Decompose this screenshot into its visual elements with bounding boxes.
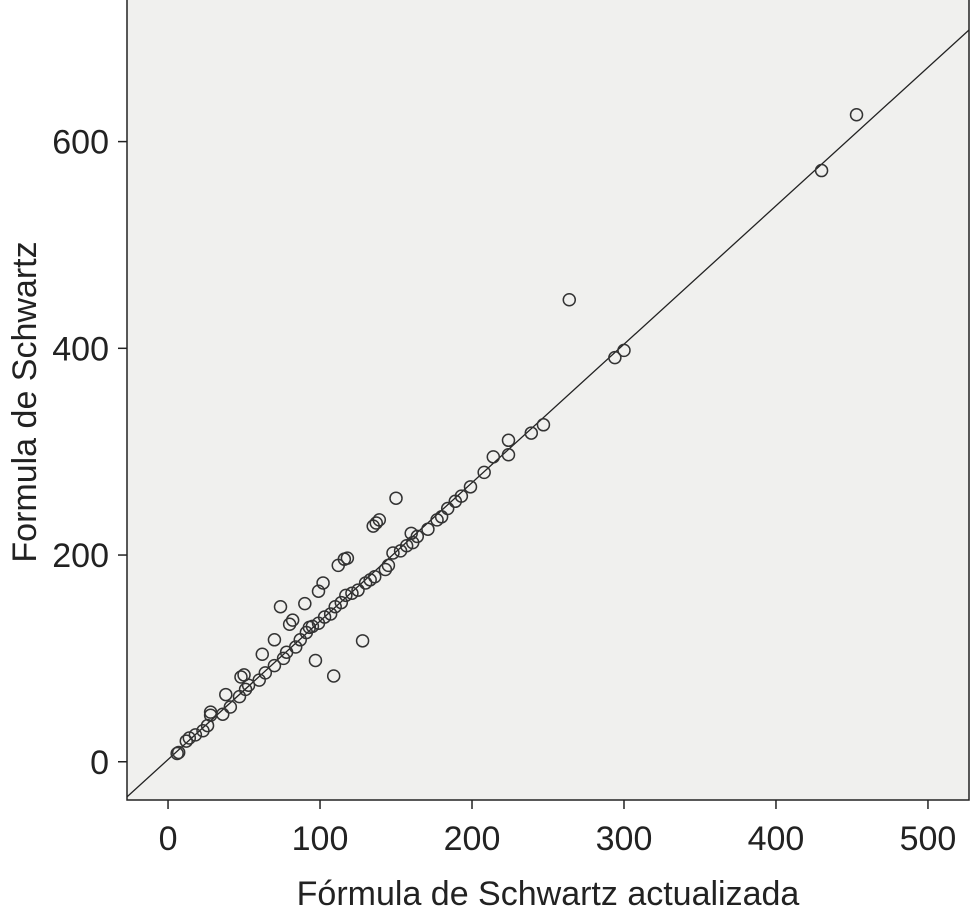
point <box>340 551 355 565</box>
point <box>255 647 270 662</box>
point <box>323 607 338 621</box>
point <box>267 633 282 647</box>
point <box>617 343 631 358</box>
x-tick-label: 100 <box>292 820 349 858</box>
x-tick-label: 500 <box>900 820 957 858</box>
point <box>258 666 273 680</box>
point <box>316 576 330 590</box>
point <box>288 640 303 654</box>
point <box>273 599 288 614</box>
x-tick-label: 300 <box>596 820 653 858</box>
point <box>326 669 341 683</box>
y-tick-label: 0 <box>90 744 109 782</box>
y-axis-label: Formula de Schwartz <box>6 241 44 562</box>
point <box>216 707 230 721</box>
point <box>849 107 864 122</box>
y-tick-label: 400 <box>52 330 109 368</box>
point <box>463 480 478 494</box>
point <box>311 584 326 598</box>
point <box>219 687 233 702</box>
point <box>334 595 349 610</box>
point <box>440 501 455 516</box>
point <box>410 529 425 544</box>
point <box>381 558 396 573</box>
point <box>267 658 282 673</box>
point <box>308 653 323 668</box>
x-tick-label: 400 <box>748 820 805 858</box>
point <box>170 746 184 761</box>
point <box>367 569 382 584</box>
point <box>171 745 186 760</box>
point <box>814 163 829 178</box>
point <box>234 670 248 684</box>
point <box>285 613 300 627</box>
point <box>355 634 370 648</box>
x-tick-label: 0 <box>159 820 178 858</box>
point <box>501 448 516 462</box>
point <box>386 546 400 560</box>
point <box>179 734 194 748</box>
point <box>339 588 353 603</box>
point <box>421 522 435 536</box>
point <box>241 678 256 693</box>
fit-line <box>127 29 969 798</box>
point <box>562 292 577 307</box>
point <box>223 700 238 714</box>
point <box>378 562 393 577</box>
point <box>282 617 297 632</box>
point <box>536 418 551 432</box>
point <box>389 491 403 505</box>
x-tick-label: 200 <box>444 820 501 858</box>
y-tick-label: 200 <box>52 537 109 575</box>
point <box>501 433 516 448</box>
point <box>524 426 539 440</box>
point <box>276 651 291 666</box>
point <box>188 728 203 742</box>
point <box>351 583 365 597</box>
x-axis-label: Fórmula de Schwartz actualizada <box>297 875 800 913</box>
point <box>372 513 387 527</box>
point <box>608 350 622 365</box>
axis-frame <box>126 0 970 801</box>
point <box>477 465 491 480</box>
point <box>238 682 253 697</box>
point <box>454 489 469 503</box>
point <box>486 450 501 464</box>
point <box>369 516 384 530</box>
y-tick-label: 600 <box>52 124 109 162</box>
point <box>298 596 312 611</box>
